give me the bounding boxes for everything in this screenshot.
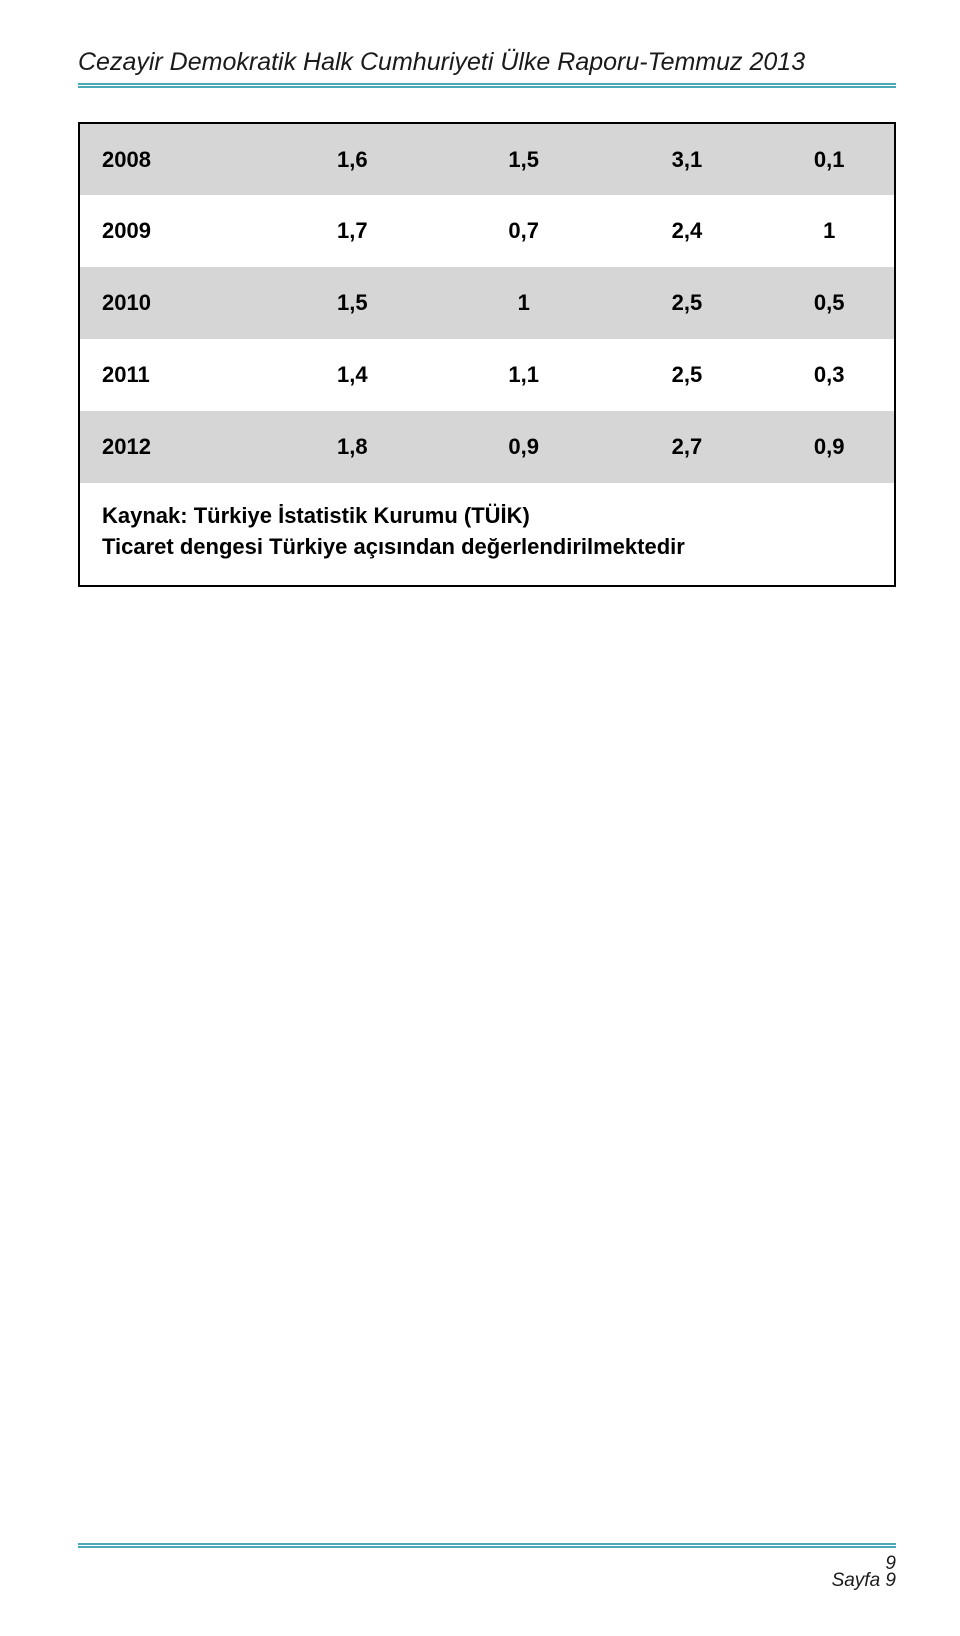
cell-value: 2,5 [609, 339, 764, 411]
source-cell: Kaynak: Türkiye İstatistik Kurumu (TÜİK)… [79, 483, 895, 586]
footer-text: 9 Sayfa 9 [78, 1552, 896, 1590]
header-rule [78, 83, 896, 88]
table-row: 2008 1,6 1,5 3,1 0,1 [79, 123, 895, 195]
cell-value: 3,1 [609, 123, 764, 195]
cell-value: 0,1 [764, 123, 895, 195]
cell-value: 2,4 [609, 195, 764, 267]
page-footer: 9 Sayfa 9 [78, 1543, 896, 1590]
cell-year: 2011 [79, 339, 267, 411]
cell-value: 1 [438, 267, 609, 339]
page-number: 9 [78, 1554, 896, 1573]
source-line-1: Kaynak: Türkiye İstatistik Kurumu (TÜİK) [102, 503, 530, 528]
data-table-body: 2008 1,6 1,5 3,1 0,1 2009 1,7 0,7 2,4 1 … [79, 123, 895, 586]
cell-year: 2012 [79, 411, 267, 483]
cell-value: 0,9 [438, 411, 609, 483]
table-row: 2010 1,5 1 2,5 0,5 [79, 267, 895, 339]
cell-year: 2009 [79, 195, 267, 267]
footer-rule [78, 1543, 896, 1548]
page: Cezayir Demokratik Halk Cumhuriyeti Ülke… [0, 0, 960, 1636]
data-table: 2008 1,6 1,5 3,1 0,1 2009 1,7 0,7 2,4 1 … [78, 122, 896, 587]
cell-value: 1,4 [267, 339, 438, 411]
table-row: 2011 1,4 1,1 2,5 0,3 [79, 339, 895, 411]
cell-value: 0,7 [438, 195, 609, 267]
page-header: Cezayir Demokratik Halk Cumhuriyeti Ülke… [78, 48, 896, 88]
cell-value: 1,8 [267, 411, 438, 483]
table-row: 2012 1,8 0,9 2,7 0,9 [79, 411, 895, 483]
cell-value: 2,7 [609, 411, 764, 483]
cell-value: 0,3 [764, 339, 895, 411]
table-source-row: Kaynak: Türkiye İstatistik Kurumu (TÜİK)… [79, 483, 895, 586]
cell-year: 2008 [79, 123, 267, 195]
source-line-2: Ticaret dengesi Türkiye açısından değerl… [102, 534, 685, 559]
cell-value: 1,5 [267, 267, 438, 339]
table-row: 2009 1,7 0,7 2,4 1 [79, 195, 895, 267]
cell-value: 1,5 [438, 123, 609, 195]
cell-value: 0,5 [764, 267, 895, 339]
cell-value: 1,6 [267, 123, 438, 195]
cell-value: 1,7 [267, 195, 438, 267]
cell-value: 2,5 [609, 267, 764, 339]
cell-year: 2010 [79, 267, 267, 339]
cell-value: 1,1 [438, 339, 609, 411]
cell-value: 1 [764, 195, 895, 267]
page-title: Cezayir Demokratik Halk Cumhuriyeti Ülke… [78, 48, 896, 83]
cell-value: 0,9 [764, 411, 895, 483]
